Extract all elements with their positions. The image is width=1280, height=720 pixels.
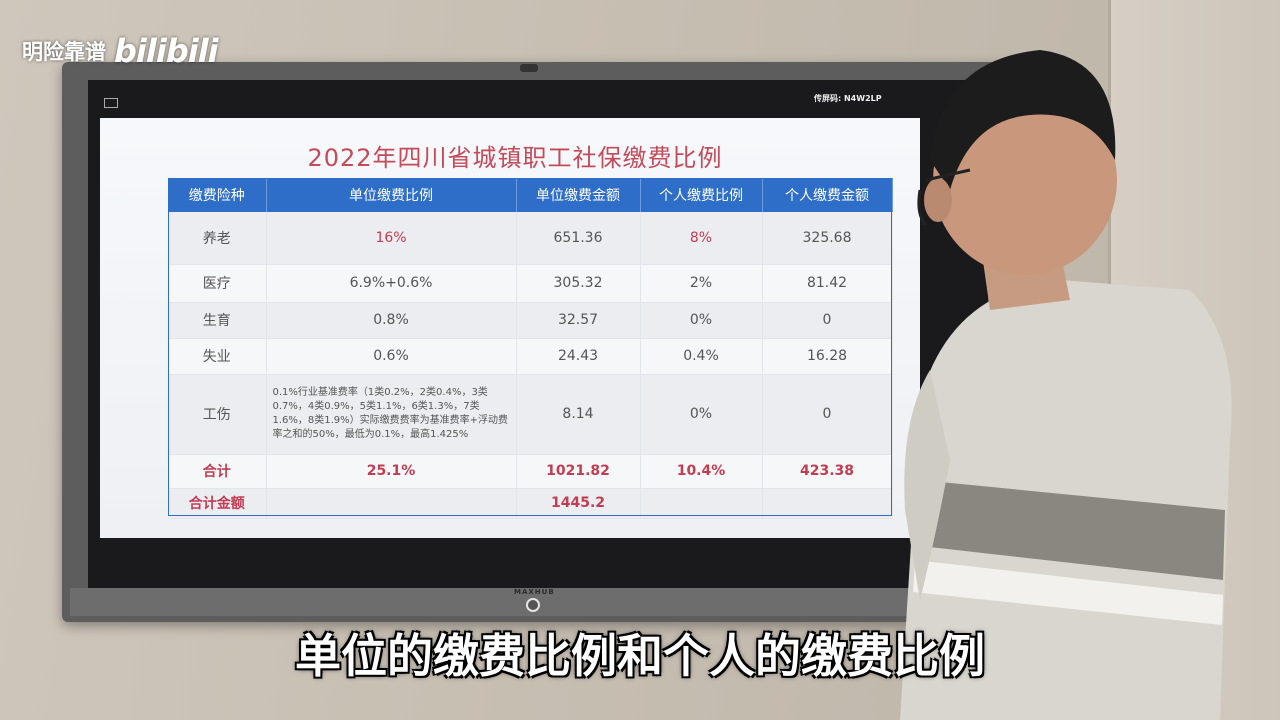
cell-personal-amount: 325.68 — [762, 212, 893, 265]
video-subtitle: 单位的缴费比例和个人的缴费比例 — [295, 629, 985, 683]
cell-personal-amount: 81.42 — [762, 264, 893, 303]
tv-camera — [520, 64, 538, 72]
tv-brand: MAXHUB — [514, 588, 555, 596]
cell-total-personal-amount: 423.38 — [762, 454, 893, 489]
presenter-person — [900, 50, 1232, 720]
grand-total-row: 合计金额 1445.2 — [168, 488, 893, 519]
header-unit-amount: 单位缴费金额 — [516, 178, 641, 212]
bilibili-logo: bilibili — [114, 32, 219, 70]
cell-empty — [640, 488, 763, 519]
cell-personal-rate: 0.4% — [640, 338, 763, 375]
header-personal-amount: 个人缴费金额 — [762, 178, 893, 212]
cell-personal-rate: 0% — [640, 374, 763, 455]
cell-type: 工伤 — [168, 374, 267, 455]
cell-unit-rate: 0.6% — [266, 338, 517, 375]
cell-type: 医疗 — [168, 264, 267, 303]
cell-personal-rate: 2% — [640, 264, 763, 303]
cell-personal-amount: 16.28 — [762, 338, 893, 375]
cell-unit-rate: 16% — [266, 212, 517, 265]
table-row: 工伤 0.1%行业基准费率（1类0.2%，2类0.4%，3类0.7%，4类0.9… — [168, 374, 893, 455]
cell-unit-amount: 32.57 — [516, 302, 641, 339]
cell-empty — [266, 488, 517, 519]
header-personal-rate: 个人缴费比例 — [640, 178, 763, 212]
tv-bottom-bar — [70, 588, 1048, 616]
cell-unit-amount: 8.14 — [516, 374, 641, 455]
channel-name: 明险靠谱 — [22, 40, 106, 64]
header-type: 缴费险种 — [168, 178, 267, 212]
slide-title: 2022年四川省城镇职工社保缴费比例 — [307, 144, 723, 172]
cell-type: 失业 — [168, 338, 267, 375]
cell-grand-total-label: 合计金额 — [168, 488, 267, 519]
cell-personal-rate: 8% — [640, 212, 763, 265]
tv-power-button — [526, 598, 540, 612]
screen-code: 传屏码: N4W2LP — [814, 94, 882, 103]
cell-personal-amount: 0 — [762, 302, 893, 339]
cell-total-personal-rate: 10.4% — [640, 454, 763, 489]
cell-personal-amount: 0 — [762, 374, 893, 455]
cell-type: 生育 — [168, 302, 267, 339]
cell-type: 养老 — [168, 212, 267, 265]
header-unit-rate: 单位缴费比例 — [266, 178, 517, 212]
cell-total-unit-rate: 25.1% — [266, 454, 517, 489]
total-row: 合计 25.1% 1021.82 10.4% 423.38 — [168, 454, 893, 489]
cell-personal-rate: 0% — [640, 302, 763, 339]
channel-watermark: 明险靠谱 bilibili — [22, 32, 219, 70]
cell-total-unit-amount: 1021.82 — [516, 454, 641, 489]
cell-empty — [762, 488, 893, 519]
table-row: 医疗 6.9%+0.6% 305.32 2% 81.42 — [168, 264, 893, 303]
cell-unit-amount: 24.43 — [516, 338, 641, 375]
table-row: 失业 0.6% 24.43 0.4% 16.28 — [168, 338, 893, 375]
cell-unit-rate: 0.1%行业基准费率（1类0.2%，2类0.4%，3类0.7%，4类0.9%，5… — [266, 374, 517, 455]
window-icon — [104, 98, 118, 108]
table-row: 生育 0.8% 32.57 0% 0 — [168, 302, 893, 339]
contribution-table: 缴费险种 单位缴费比例 单位缴费金额 个人缴费比例 个人缴费金额 养老 16% … — [168, 178, 893, 519]
cell-unit-rate: 6.9%+0.6% — [266, 264, 517, 303]
cell-unit-rate: 0.8% — [266, 302, 517, 339]
cell-grand-total-amount: 1445.2 — [516, 488, 641, 519]
table-header-row: 缴费险种 单位缴费比例 单位缴费金额 个人缴费比例 个人缴费金额 — [168, 178, 893, 212]
cell-unit-amount: 651.36 — [516, 212, 641, 265]
table-row: 养老 16% 651.36 8% 325.68 — [168, 212, 893, 265]
cell-unit-amount: 305.32 — [516, 264, 641, 303]
cell-total-label: 合计 — [168, 454, 267, 489]
